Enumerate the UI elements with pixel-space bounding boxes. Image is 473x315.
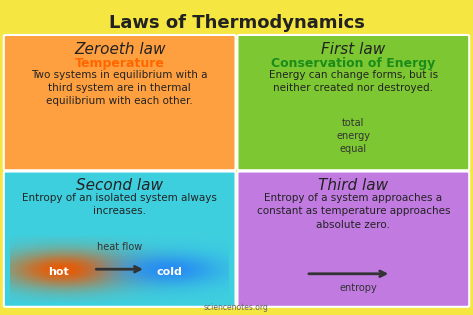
Text: total
energy
equal: total energy equal (336, 117, 370, 154)
Text: Zeroeth law: Zeroeth law (74, 42, 166, 57)
Text: Laws of Thermodynamics: Laws of Thermodynamics (109, 14, 364, 32)
Text: Two systems in equilibrium with a
third system are in thermal
equilibrium with e: Two systems in equilibrium with a third … (31, 70, 208, 106)
Text: Second law: Second law (76, 178, 163, 193)
Text: cold: cold (157, 267, 183, 277)
Text: Entropy of a system approaches a
constant as temperature approaches
absolute zer: Entropy of a system approaches a constan… (256, 193, 450, 230)
FancyBboxPatch shape (4, 35, 236, 170)
Text: Conservation of Energy: Conservation of Energy (271, 57, 436, 70)
Text: Third law: Third law (318, 178, 388, 193)
Text: Energy can change forms, but is
neither created nor destroyed.: Energy can change forms, but is neither … (269, 70, 438, 93)
Text: Temperature: Temperature (75, 57, 165, 70)
FancyBboxPatch shape (237, 171, 469, 307)
Text: entropy: entropy (339, 283, 377, 293)
Text: First law: First law (321, 42, 385, 57)
Text: heat flow: heat flow (97, 242, 142, 252)
FancyBboxPatch shape (237, 35, 469, 170)
Text: Entropy of an isolated system always
increases.: Entropy of an isolated system always inc… (22, 193, 217, 216)
FancyBboxPatch shape (4, 171, 236, 307)
Text: hot: hot (48, 267, 69, 277)
Text: sciencenotes.org: sciencenotes.org (204, 303, 269, 312)
